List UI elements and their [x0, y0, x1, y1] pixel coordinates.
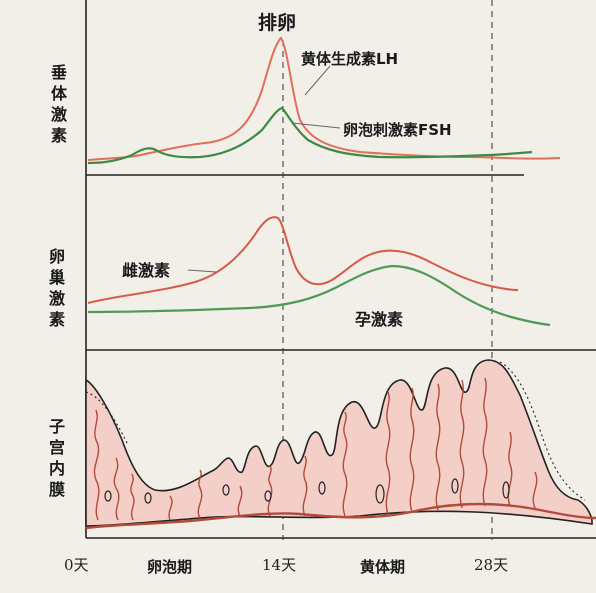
tick-day-14: 14天	[262, 556, 297, 574]
gland	[144, 492, 152, 504]
progesterone-curve	[87, 264, 551, 327]
spiral-vessel	[409, 387, 415, 513]
spiral-vessel	[435, 383, 441, 511]
tick-day-0: 0天	[64, 556, 89, 574]
endometrium-label: 子宫内膜	[48, 417, 65, 499]
endometrium-tissue	[85, 359, 593, 527]
gland	[502, 481, 510, 499]
spiral-vessel	[532, 471, 538, 509]
tick-day-28: 28天	[474, 556, 509, 574]
spiral-vessel	[482, 377, 488, 507]
fsh-label: 卵泡刺激素FSH	[343, 121, 452, 139]
spiral-vessel	[113, 457, 120, 521]
spiral-vessel	[342, 411, 348, 517]
spiral-vessel	[93, 409, 100, 521]
spiral-vessel	[302, 455, 308, 517]
gland	[222, 484, 230, 496]
gland	[375, 484, 385, 504]
gland	[451, 478, 459, 494]
spiral-vessel	[459, 379, 465, 509]
endometrium-edge-right	[499, 361, 586, 501]
estrogen-leader	[187, 269, 217, 273]
basal-layer-line	[85, 502, 596, 530]
gland	[104, 490, 112, 502]
ovulation-label: 排卵	[258, 12, 297, 34]
spiral-vessels	[93, 377, 538, 521]
fsh-curve	[87, 106, 533, 165]
lh-leader	[304, 65, 331, 96]
follicular-phase-label: 卵泡期	[147, 558, 193, 576]
estrogen-curve	[87, 216, 519, 304]
gland	[264, 490, 272, 502]
spiral-vessel	[197, 469, 203, 519]
estrogen-label: 雌激素	[122, 261, 171, 280]
luteal-phase-label: 黄体期	[360, 558, 406, 576]
lh-label: 黄体生成素LH	[301, 50, 399, 68]
spiral-vessel	[385, 391, 391, 515]
spiral-vessel	[168, 495, 173, 521]
spiral-vessel	[237, 485, 243, 517]
spiral-vessel	[130, 473, 135, 521]
pituitary-hormone-label: 垂体激素	[50, 63, 67, 145]
glands	[104, 478, 510, 504]
ovarian-hormone-label: 卵巢激素	[48, 247, 65, 329]
spiral-vessel	[267, 465, 273, 517]
progesterone-label: 孕激素	[355, 310, 404, 329]
fsh-leader	[291, 122, 341, 129]
gland	[318, 481, 326, 495]
endometrium-edge-left	[85, 391, 129, 446]
